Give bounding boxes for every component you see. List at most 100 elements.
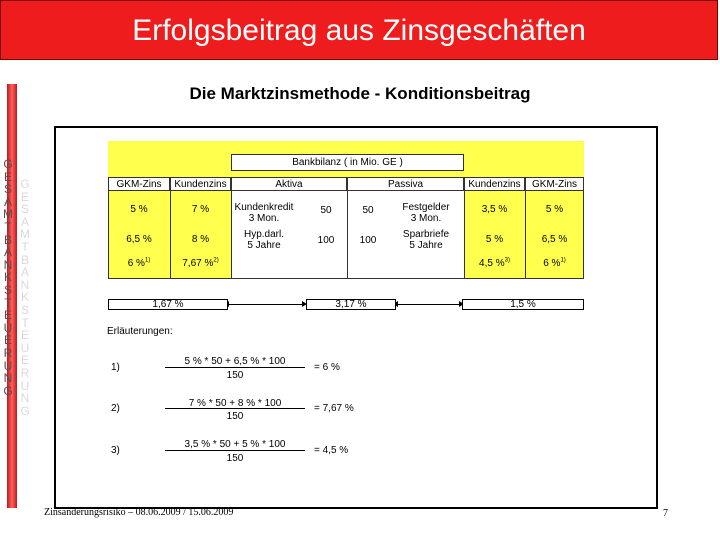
sidebar-letter: G — [3, 383, 13, 398]
passiva-item-label: Festgelder 3 Mon. — [402, 202, 450, 224]
sidebar-letter: R — [3, 345, 13, 360]
aktiva-item-value: 50 — [320, 205, 332, 216]
sidebar-letter: B — [3, 232, 12, 247]
formula-result: = 7,67 % — [314, 403, 354, 414]
header-cell-kunden-right — [464, 177, 525, 191]
left-kunden-cell: 7,67 %2) — [182, 257, 219, 269]
table-border-left — [108, 191, 109, 279]
arrow-right-icon — [302, 301, 307, 307]
sidebar-letter: E — [3, 169, 12, 184]
sidebar-letter: T — [21, 315, 29, 330]
left-kunden-cell: 7 % — [191, 204, 210, 215]
left-ckm-cell: 6,5 % — [126, 234, 152, 245]
formula-number: 3) — [111, 445, 120, 456]
table-border-bottom — [108, 278, 584, 279]
balance-caption-box — [231, 154, 464, 171]
sidebar-letter: A — [3, 245, 12, 260]
title-bar — [0, 0, 718, 60]
sidebar-letter: S — [20, 202, 29, 217]
sidebar-letter: R — [20, 365, 30, 380]
right-kunden-cell: 5 % — [485, 234, 504, 245]
sidebar-letter: T — [4, 295, 12, 310]
sidebar-letter: U — [3, 320, 13, 335]
formula-numerator: 5 % * 50 + 6,5 % * 100 — [184, 356, 286, 367]
formula-denominator: 150 — [226, 411, 244, 422]
passiva-item-label: Sparbriefe 5 Jahre — [402, 229, 450, 251]
table-border-right — [583, 191, 584, 279]
result-box-right: 1,5 % — [462, 299, 584, 310]
sidebar-letter: E — [3, 333, 12, 348]
header-cell-passiva — [347, 177, 464, 191]
page-number: 7 — [663, 508, 668, 519]
header-ckm-right: GKM-Zins — [532, 179, 577, 190]
result-arrow-line — [397, 304, 461, 305]
passiva-item-value: 50 — [362, 205, 374, 216]
sidebar-letter: A — [20, 265, 29, 280]
aktiva-item-label: Kundenkredit 3 Mon. — [234, 202, 294, 224]
aktiva-item-label: Hyp.darl. 5 Jahre — [243, 229, 284, 251]
left-ckm-cell: 6 %1) — [127, 257, 151, 269]
formula-numerator: 7 % * 50 + 8 % * 100 — [188, 398, 282, 409]
header-aktiva: Aktiva — [275, 179, 303, 190]
arrow-right-icon — [459, 301, 464, 307]
balance-caption: Bankbilanz ( in Mio. GE ) — [292, 157, 403, 168]
right-kunden-cell: 4,5 %3) — [479, 257, 510, 269]
sidebar-letter: K — [20, 290, 29, 305]
right-ckm-cell: 5 % — [545, 204, 564, 215]
table-left-fill — [108, 191, 231, 279]
sidebar-letter: A — [3, 194, 12, 209]
right-ckm-cell: 6,5 % — [541, 234, 568, 245]
slide-subtitle: Die Marktzinsmethode - Konditionsbeitrag — [189, 84, 531, 103]
result-box-middle: 3,17 % — [306, 299, 396, 310]
sidebar-letter: G — [20, 403, 30, 418]
header-cell-aktiva — [231, 177, 347, 191]
sidebar-letter: N — [3, 257, 13, 272]
sidebar-letter: E — [20, 189, 29, 204]
table-divider — [231, 191, 232, 279]
result-arrow-line — [228, 304, 304, 305]
sidebar-letter: S — [3, 282, 12, 297]
formula-denominator: 150 — [226, 453, 244, 464]
sidebar-letter: E — [3, 308, 12, 323]
passiva-item-value: 100 — [359, 235, 377, 246]
sidebar-letter: M — [3, 207, 13, 222]
formula-number: 2) — [111, 403, 120, 414]
header-ckm-left: GKM-Zins — [116, 179, 162, 190]
left-kunden-cell: 8 % — [191, 234, 210, 245]
explanations-heading: Erläuterungen: — [107, 326, 173, 337]
sidebar-letter: A — [20, 214, 29, 229]
sidebar-letter: M — [20, 227, 30, 242]
fraction-line — [165, 367, 305, 368]
table-divider — [347, 191, 348, 279]
fraction-line — [165, 408, 305, 409]
sidebar-letter: U — [20, 378, 30, 393]
header-passiva: Passiva — [387, 179, 423, 190]
slide-title: Erfolgsbeitrag aus Zinsgeschäften — [132, 14, 586, 47]
fraction-line — [165, 450, 305, 451]
formula-result: = 6 % — [314, 362, 340, 373]
sidebar-letter: G — [20, 177, 30, 191]
formula-numerator: 3,5 % * 50 + 5 % * 100 — [184, 439, 286, 450]
right-ckm-cell: 6 %1) — [543, 257, 566, 269]
sidebar-letter: N — [3, 371, 13, 386]
sidebar-letter: N — [20, 391, 30, 406]
aktiva-item-value: 100 — [317, 235, 335, 246]
sidebar-letter: E — [20, 353, 29, 368]
table-divider — [170, 191, 171, 279]
sidebar-letter: S — [3, 182, 12, 197]
left-ckm-cell: 5 % — [130, 204, 148, 215]
header-cell-kunden-left — [170, 177, 231, 191]
footer-text: Zinsänderungsrisiko – 08.06.2009 / 15.06… — [44, 507, 234, 518]
sidebar-band — [7, 84, 17, 508]
header-kunden-left: Kundenzins — [174, 179, 227, 190]
formula-result: = 4,5 % — [314, 445, 349, 456]
formula-number: 1) — [111, 362, 120, 373]
sidebar-letter: U — [20, 340, 30, 355]
sidebar-letter: T — [4, 219, 12, 234]
content-frame — [54, 126, 658, 509]
sidebar-letter: E — [20, 328, 29, 343]
sidebar-letter: G — [3, 157, 13, 171]
table-divider — [525, 191, 526, 279]
